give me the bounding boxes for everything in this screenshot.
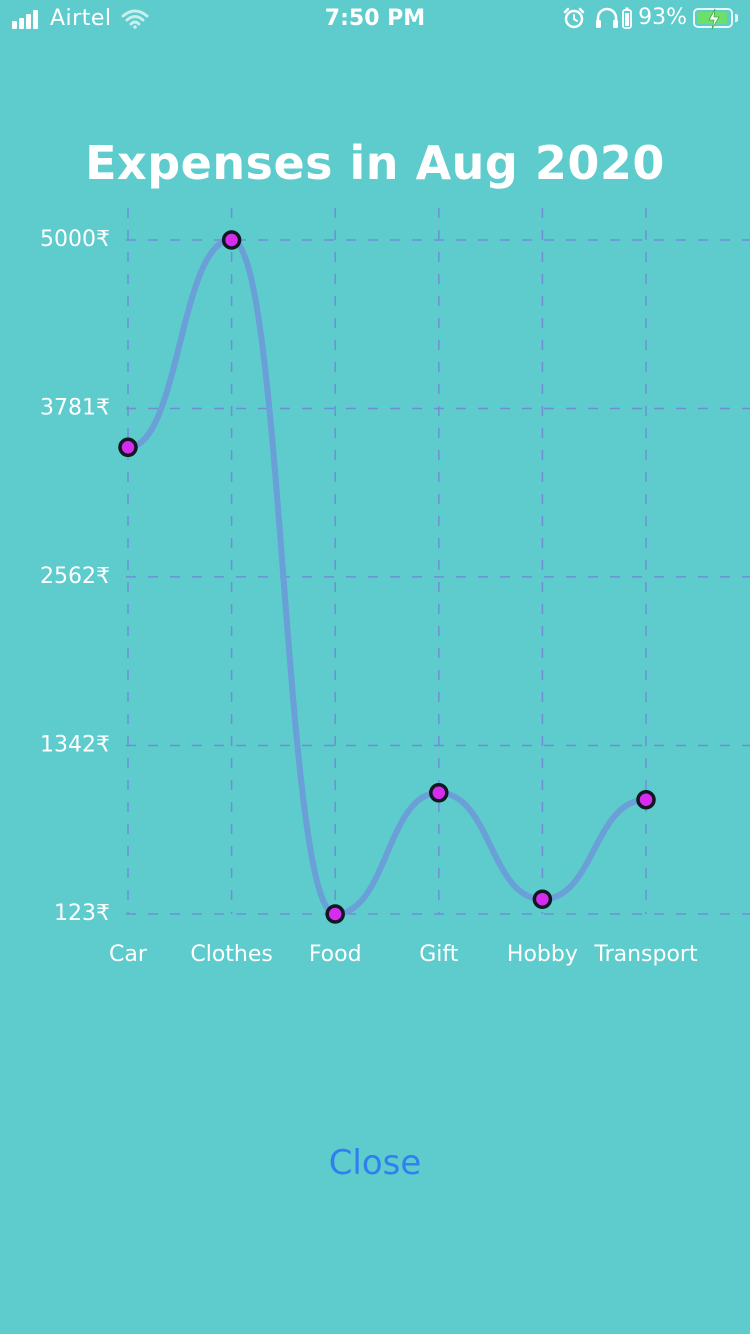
data-point-food [325,904,345,924]
battery-tip [735,13,738,22]
data-point-clothes [221,230,242,250]
data-point-hobby [532,889,553,909]
status-bar: Airtel 7:50 PM [0,0,750,40]
x-tick-label: Clothes [190,942,273,967]
close-button[interactable]: Close [275,1138,475,1188]
x-tick-label: Transport [593,942,698,967]
x-tick-label: Car [109,942,148,967]
signal-icon [12,9,40,29]
data-point-gift [429,783,449,803]
carrier-name: Airtel [50,6,112,31]
y-tick-label: 123₹ [54,901,110,926]
status-bar-right: 93% [562,5,738,30]
headphones-icon [596,7,619,28]
y-tick-label: 5000₹ [40,227,110,252]
status-time: 7:50 PM [324,6,426,31]
battery-icon [693,7,733,29]
x-tick-label: Gift [419,942,459,967]
wifi-icon [121,9,149,29]
y-tick-label: 1342₹ [40,733,110,758]
data-point-transport [636,789,656,810]
charging-icon [708,8,720,29]
alarm-icon [563,7,585,28]
battery-percent: 93% [638,5,687,30]
y-tick-label: 3781₹ [40,395,110,420]
x-tick-label: Food [309,942,362,967]
expenses-line-chart: 123₹ 1342₹ 2562₹ 3781₹ 5000₹ Car Clothes Food Gi… [40,208,750,967]
status-bar-left: Airtel [12,6,149,31]
chart-title: Expenses in Aug 2020 [85,136,665,190]
data-point-car [118,437,138,458]
y-tick-label: 2562₹ [40,564,110,589]
battery-small-icon [622,7,632,29]
x-tick-label: Hobby [507,942,578,967]
